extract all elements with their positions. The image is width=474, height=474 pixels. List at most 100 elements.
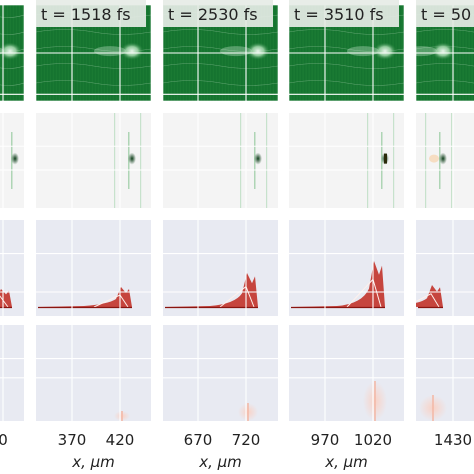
- field-wave: [0, 82, 24, 86]
- field-warm-spot: [429, 154, 439, 163]
- time-label-box: [416, 0, 474, 27]
- spectrum-spike: [374, 381, 376, 421]
- panel-r2-c1: [0, 113, 24, 208]
- field-core: [128, 152, 136, 165]
- panel-background: [36, 325, 151, 421]
- panel-r2-c3: [163, 113, 278, 208]
- panel-background: [289, 220, 404, 316]
- panel-background: [163, 325, 278, 421]
- field-ring-left: [114, 113, 116, 208]
- wake-trail: [220, 46, 252, 57]
- time-label-text: t = 3510 fs: [294, 5, 384, 24]
- field-wave: [163, 80, 278, 86]
- time-label-text: t = 2530 fs: [168, 5, 258, 24]
- time-label-box: [289, 0, 399, 27]
- panel-r4-c2: [36, 325, 151, 421]
- field-wave: [0, 31, 24, 35]
- panel-r2-c4: [289, 113, 404, 208]
- x-axis-label: x, μm: [324, 453, 368, 471]
- field-wave: [163, 29, 278, 35]
- x-tick-label: 420: [106, 431, 135, 449]
- field-ring-left: [240, 113, 242, 208]
- field-wave: [36, 29, 151, 35]
- field-ring-left: [425, 113, 427, 208]
- pulse-blob: [0, 42, 22, 61]
- field-wave: [289, 29, 404, 35]
- field-wave: [289, 63, 404, 69]
- panel-r4-c1: [0, 325, 24, 421]
- panel-background: [0, 325, 24, 421]
- x-axis-label: x, μm: [198, 453, 242, 471]
- panel-r3-c4: [289, 220, 404, 316]
- gridlines: [36, 325, 151, 421]
- panel-r4-c5: [416, 325, 474, 421]
- density-profile: [291, 261, 385, 307]
- wake-trail: [416, 46, 437, 57]
- gridlines: [0, 113, 24, 208]
- field-wave: [0, 14, 24, 18]
- gridlines: [163, 325, 278, 421]
- time-label: t = 1518 fs: [36, 0, 146, 27]
- field-core-dark: [384, 153, 387, 164]
- panel-r1-c1: [0, 5, 24, 101]
- panel-r3-c1: [0, 220, 24, 316]
- gridlines: [0, 5, 24, 101]
- spectrum-spike: [247, 403, 249, 421]
- field-core: [11, 152, 19, 165]
- pulse-blob: [246, 42, 270, 61]
- wake-trail: [347, 46, 379, 57]
- x-tick-label: 670: [184, 431, 213, 449]
- field-ring-left: [367, 113, 369, 208]
- time-label-text: t = 50: [421, 5, 471, 24]
- x-tick-label: 970: [311, 431, 340, 449]
- gridlines: [163, 113, 278, 208]
- field-wave: [289, 80, 404, 86]
- x-tick-label: 0: [0, 431, 8, 449]
- field-wave: [0, 65, 24, 69]
- time-label: t = 50: [416, 0, 474, 27]
- time-label: t = 3510 fs: [289, 0, 399, 27]
- x-tick-label: 1430: [434, 431, 472, 449]
- gridlines: [36, 113, 151, 208]
- panel-r2-c2: [36, 113, 151, 208]
- x-tick-label: 1020: [354, 431, 392, 449]
- gridlines: [289, 113, 404, 208]
- x-tick-label: 370: [58, 431, 87, 449]
- gridlines: [289, 325, 404, 421]
- spectrum-spike: [432, 395, 434, 421]
- field-wave: [36, 80, 151, 86]
- field-wave: [163, 63, 278, 69]
- time-label-box: [163, 0, 273, 27]
- panel-r3-c5: [416, 220, 474, 316]
- density-highlight: [0, 295, 9, 308]
- time-label: t = 2530 fs: [163, 0, 273, 27]
- x-axis-label: x, μm: [71, 453, 115, 471]
- time-label-box: [36, 0, 146, 27]
- panel-background: [36, 220, 151, 316]
- gridlines: [163, 220, 278, 316]
- density-profile: [165, 273, 258, 307]
- pulse-blob: [373, 42, 397, 61]
- pulse-blob: [120, 42, 144, 61]
- panel-r3-c3: [163, 220, 278, 316]
- wake-trail: [94, 46, 126, 57]
- spectrum-spike: [121, 411, 123, 421]
- field-ring-right: [451, 113, 453, 208]
- field-ring-right: [140, 113, 142, 208]
- x-tick-label: 720: [232, 431, 261, 449]
- field-core: [439, 152, 447, 165]
- density-profile: [38, 287, 132, 307]
- panel-background: [289, 325, 404, 421]
- panel-r4-c3: [163, 325, 278, 421]
- panel-background: [163, 220, 278, 316]
- pulse-blob: [431, 42, 455, 61]
- time-label-text: t = 1518 fs: [41, 5, 131, 24]
- field-ring-right: [266, 113, 268, 208]
- field-ring-right: [393, 113, 395, 208]
- gridlines: [0, 325, 24, 421]
- gridlines: [36, 220, 151, 316]
- field-wave: [36, 63, 151, 69]
- panel-r2-c5: [416, 113, 474, 208]
- gridlines: [0, 220, 24, 316]
